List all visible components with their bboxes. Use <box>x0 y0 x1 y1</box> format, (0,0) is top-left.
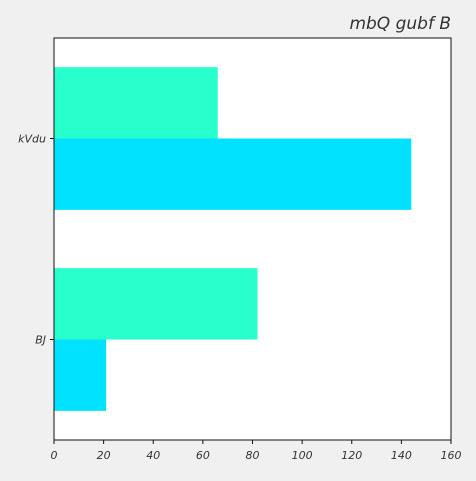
x-tick-label: 80 <box>246 449 260 462</box>
x-tick-label: 100 <box>292 449 313 462</box>
y-tick-label: BJ <box>35 334 46 347</box>
bar-BJ-series-2 <box>54 339 107 411</box>
bar-BJ-series-1 <box>54 268 258 340</box>
x-tick-label: 0 <box>51 449 58 462</box>
chart-title: mbQ gubf B <box>349 14 451 34</box>
x-tick-label: 120 <box>341 449 362 462</box>
x-tick-label: 40 <box>146 449 160 462</box>
bars <box>54 67 412 411</box>
x-tick-label: 160 <box>441 449 462 462</box>
y-tick-label: kVdu <box>18 133 46 146</box>
axis-ticks: kVdu BJ 0 20 40 60 80 100 120 140 160 <box>18 133 461 463</box>
bar-kVdu-series-1 <box>54 67 218 139</box>
plot-frame <box>53 37 452 441</box>
x-tick-label: 140 <box>391 449 412 462</box>
x-tick-label: 20 <box>97 449 111 462</box>
bar-kVdu-series-2 <box>54 138 412 210</box>
x-tick-label: 60 <box>196 449 210 462</box>
